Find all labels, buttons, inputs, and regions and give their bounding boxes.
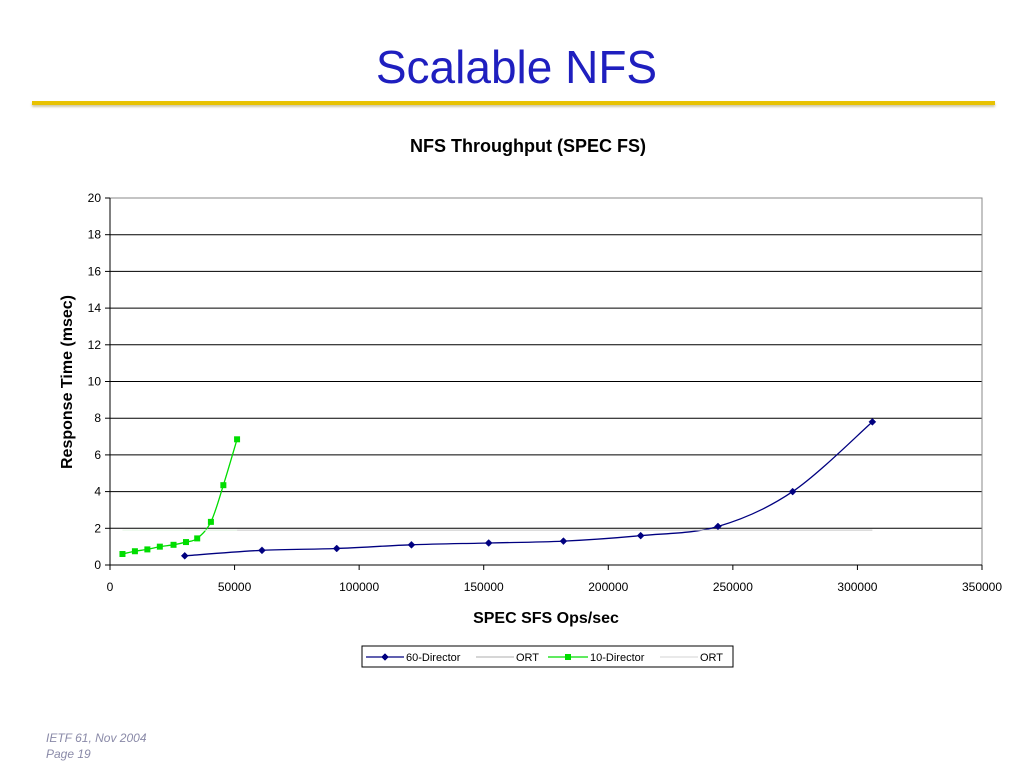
legend: 60-Director ORT 10-Director ORT (361, 645, 734, 668)
series-60-director (180, 418, 877, 560)
y-tick-label: 18 (88, 228, 102, 242)
series-10-director-point (220, 482, 227, 489)
legend-label: ORT (700, 652, 723, 664)
y-tick-label: 8 (94, 411, 101, 425)
footer-page: Page 19 (46, 747, 91, 761)
series-60-director-point (180, 551, 189, 560)
series-10-director-point (144, 546, 151, 553)
chart-title: NFS Throughput (SPEC FS) (410, 136, 646, 156)
axes: 0 2 4 6 8 10 12 14 16 18 20 0 50000 100000 150000 20000… (88, 191, 1003, 594)
y-tick-label: 16 (88, 264, 102, 278)
x-tick-label: 50000 (218, 580, 252, 594)
y-tick-label: 12 (88, 338, 102, 352)
legend-label: ORT (516, 652, 539, 664)
y-tick-label: 10 (88, 375, 102, 389)
series-10-director (119, 436, 241, 557)
series-60-director-point (868, 418, 877, 426)
series-10-director-point (156, 543, 163, 550)
y-tick-label: 14 (88, 301, 102, 315)
legend-entry-ort-60: ORT (476, 652, 539, 664)
x-tick-label: 100000 (339, 580, 379, 594)
series-10-director-line (122, 439, 238, 555)
series-10-director-point (207, 518, 214, 525)
x-tick-label: 0 (107, 580, 114, 594)
series-60-director-point (788, 487, 797, 496)
x-tick-label: 350000 (962, 580, 1002, 594)
series-60-director-point (332, 544, 341, 553)
title-underline (32, 101, 995, 105)
series-10-director-point (170, 541, 177, 548)
series-10-director-point (234, 436, 241, 443)
series-60-director-point (636, 531, 645, 540)
legend-entry-60-director: 60-Director (366, 652, 461, 664)
series-60-director-point (559, 537, 568, 545)
series-60-director-point (714, 522, 722, 531)
y-tick-label: 6 (94, 448, 101, 462)
legend-swatch-marker (381, 653, 389, 661)
slide-title: Scalable NFS (375, 41, 658, 93)
series-10-director-point (182, 539, 189, 546)
legend-box (361, 645, 734, 668)
legend-swatch-marker (565, 654, 571, 660)
legend-entry-10-director: 10-Director (548, 652, 645, 664)
footer-event: IETF 61, Nov 2004 (46, 731, 147, 745)
legend-entry-ort-10: ORT (660, 652, 723, 664)
series (119, 418, 877, 560)
y-tick-label: 4 (94, 485, 101, 499)
x-tick-label: 150000 (464, 580, 504, 594)
x-axis-label: SPEC SFS Ops/sec (473, 610, 619, 627)
legend-label: 10-Director (590, 652, 645, 664)
series-60-director-point (407, 540, 416, 549)
series-10-director-point (119, 550, 126, 557)
y-tick-label: 2 (94, 521, 101, 535)
y-tick-label: 0 (94, 558, 101, 572)
footer: IETF 61, Nov 2004 Page 19 (46, 730, 147, 762)
y-tick-label: 20 (88, 191, 102, 205)
x-tick-label: 200000 (588, 580, 628, 594)
series-60-director-line (184, 421, 873, 557)
gridlines (110, 197, 982, 529)
x-tick-label: 250000 (713, 580, 753, 594)
x-tick-label: 300000 (837, 580, 877, 594)
y-axis-label: Response Time (msec) (59, 295, 76, 469)
series-60-director-point (484, 539, 493, 547)
legend-label: 60-Director (406, 652, 461, 664)
series-10-director-point (131, 548, 138, 555)
series-60-director-point (258, 546, 266, 555)
series-10-director-point (194, 535, 201, 542)
